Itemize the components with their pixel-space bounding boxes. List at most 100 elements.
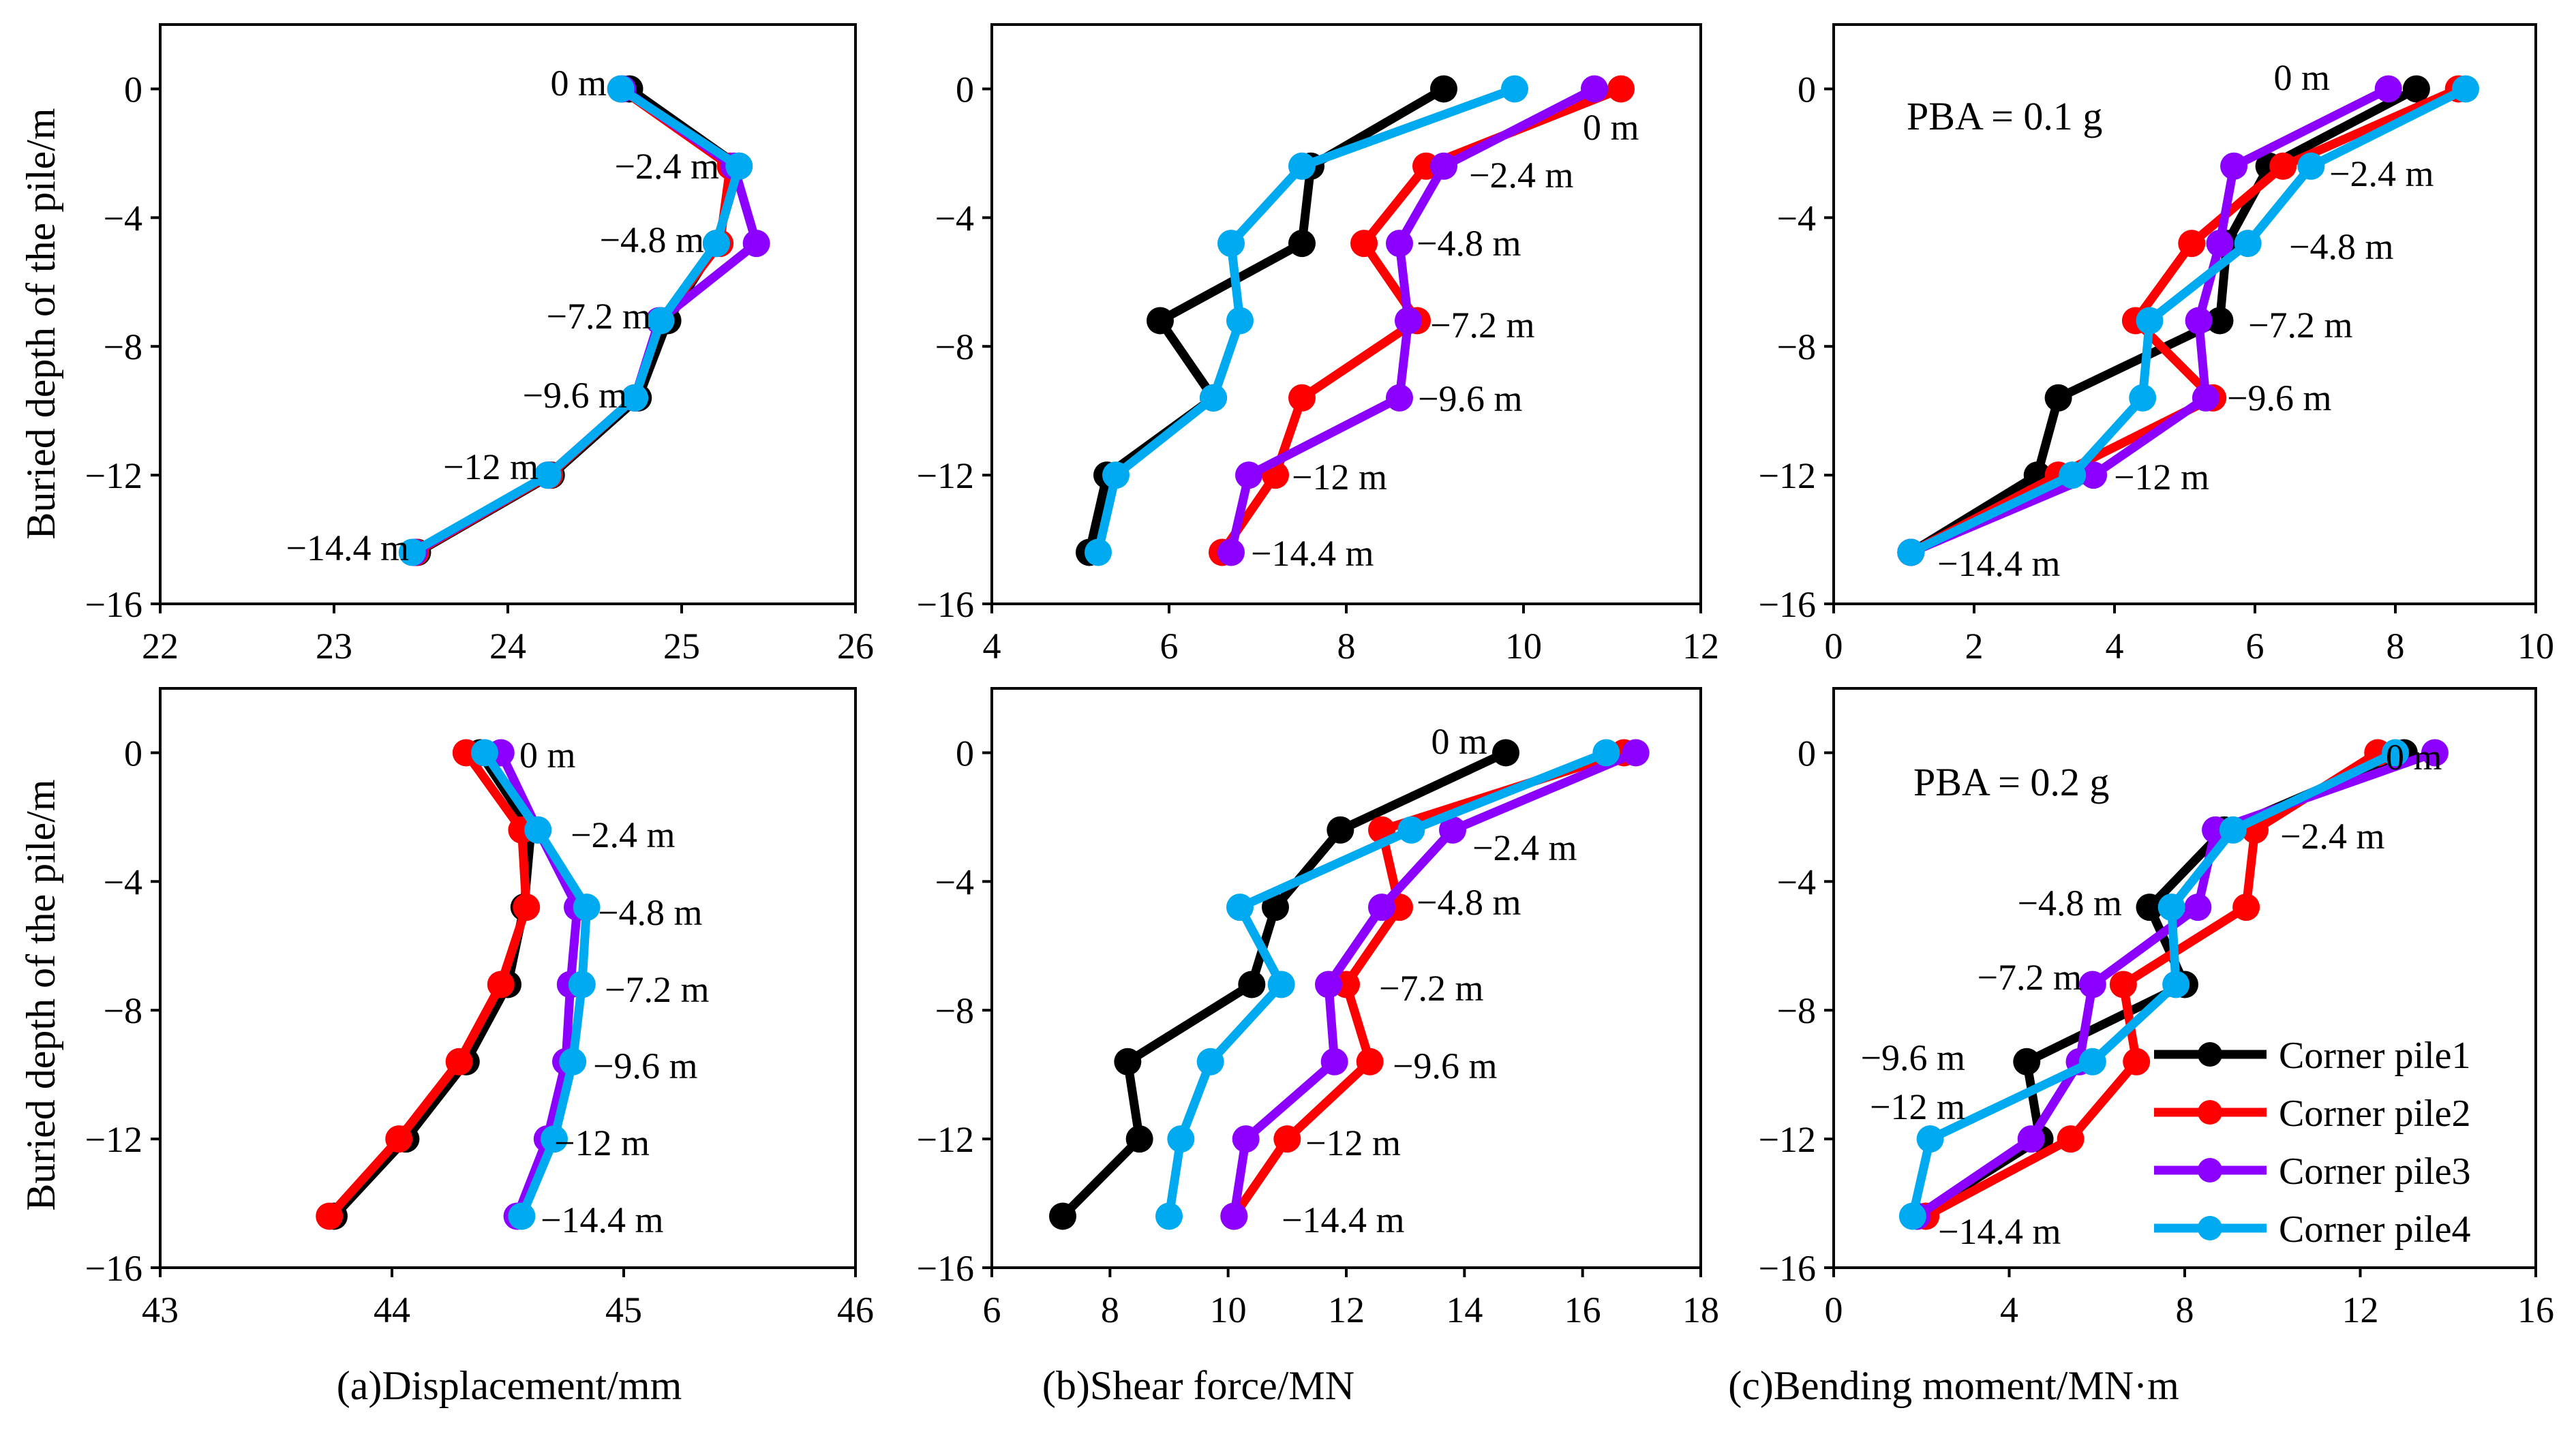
depth-annotation-a2: 0 m — [519, 735, 576, 776]
y-tick-label-b2: −16 — [917, 1248, 974, 1289]
data-point-cornerpile1-b2 — [1262, 894, 1289, 921]
x-tick-label-c2: 8 — [2176, 1290, 2194, 1330]
depth-annotation-a1: −14.4 m — [286, 528, 409, 568]
depth-annotation-b1: −12 m — [1292, 457, 1387, 498]
data-point-cornerpile2-a2 — [513, 894, 541, 921]
x-tick-label-b1: 4 — [983, 626, 1001, 667]
plot-frame-a1 — [159, 23, 857, 605]
data-point-cornerpile1-b1 — [1288, 230, 1316, 258]
legend-label-pile4: Corner pile4 — [2279, 1208, 2470, 1251]
depth-annotation-c2: −4.8 m — [2018, 883, 2122, 924]
data-point-cornerpile1-c1 — [2044, 384, 2072, 412]
x-tick-label-c1: 10 — [2517, 626, 2554, 667]
y-tick-label-c1: −4 — [1777, 198, 1816, 239]
y-tick-label-b2: −8 — [935, 990, 974, 1031]
data-point-cornerpile4-a2 — [508, 1202, 536, 1230]
data-point-cornerpile2-a2 — [385, 1125, 413, 1153]
depth-annotation-b1: −7.2 m — [1430, 305, 1534, 346]
x-tick-label-b1: 8 — [1337, 626, 1356, 667]
data-point-cornerpile1-c2 — [2013, 1048, 2041, 1076]
depth-annotation-a2: −7.2 m — [605, 969, 709, 1010]
depth-annotation-a1: −9.6 m — [523, 375, 627, 416]
panel-c2: 0−4−8−12−160 4 8 12 160 m−2.4 m−4.8 m−7.2 m−… — [1759, 687, 2554, 1330]
x-tick-label-b2: 18 — [1682, 1290, 1719, 1330]
data-point-cornerpile2-a2 — [487, 971, 515, 998]
y-tick-label-a2: −12 — [85, 1119, 142, 1160]
data-point-cornerpile1-b2 — [1238, 971, 1266, 998]
y-tick-label-a2: 0 — [124, 733, 142, 774]
data-point-cornerpile2-c2 — [2232, 894, 2260, 921]
y-tick-label-b2: −12 — [917, 1119, 974, 1160]
depth-annotation-c1: −7.2 m — [2248, 305, 2352, 346]
caption-bending-moment: (c)Bending moment/MN·m — [1728, 1363, 2179, 1408]
pba-label-top: PBA = 0.1 g — [1907, 94, 2102, 138]
x-tick-label-b2: 6 — [983, 1290, 1001, 1330]
x-tick-label-b1: 6 — [1160, 626, 1179, 667]
data-point-cornerpile3-c1 — [2374, 75, 2402, 103]
legend-label-pile1: Corner pile1 — [2279, 1035, 2470, 1077]
data-point-cornerpile4-a1 — [534, 461, 562, 489]
x-tick-label-b2: 12 — [1328, 1290, 1365, 1330]
y-tick-label-a1: −8 — [104, 326, 142, 367]
depth-annotation-a2: −12 m — [554, 1123, 650, 1163]
x-tick-label-b2: 10 — [1210, 1290, 1247, 1330]
data-point-cornerpile4-b2 — [1196, 1048, 1224, 1076]
data-point-cornerpile4-c2 — [2382, 739, 2409, 767]
legend-marker-pile4 — [2198, 1216, 2222, 1240]
depth-annotation-c1: −12 m — [2114, 457, 2209, 498]
data-point-cornerpile3-b1 — [1581, 75, 1608, 103]
data-point-cornerpile1-b2 — [1114, 1048, 1142, 1076]
legend-label-pile3: Corner pile3 — [2279, 1150, 2470, 1193]
data-point-cornerpile4-a1 — [703, 230, 730, 258]
depth-annotation-a1: 0 m — [550, 63, 607, 104]
data-point-cornerpile1-b2 — [1049, 1202, 1076, 1230]
data-point-cornerpile4-a1 — [725, 152, 753, 180]
depth-annotation-c2: 0 m — [2386, 737, 2442, 778]
data-point-cornerpile3-b2 — [1320, 1048, 1348, 1076]
data-point-cornerpile4-c2 — [1916, 1125, 1944, 1153]
depth-annotation-c1: −9.6 m — [2227, 378, 2331, 418]
data-point-cornerpile3-c1 — [2206, 230, 2234, 258]
x-tick-label-c1: 4 — [2106, 626, 2124, 667]
depth-annotation-c1: 0 m — [2273, 57, 2330, 98]
legend-marker-pile1 — [2198, 1042, 2222, 1067]
plot-frame-a2 — [159, 687, 857, 1269]
x-tick-label-a2: 46 — [837, 1290, 874, 1330]
data-point-cornerpile2-c2 — [2109, 971, 2137, 998]
y-tick-label-c1: −16 — [1759, 584, 1816, 625]
data-point-cornerpile3-c1 — [2185, 307, 2213, 335]
x-tick-label-c1: 0 — [1825, 626, 1843, 667]
data-point-cornerpile2-b2 — [1356, 1048, 1384, 1076]
data-point-cornerpile2-a2 — [445, 1048, 473, 1076]
data-point-cornerpile4-b1 — [1501, 75, 1528, 103]
depth-annotation-c1: −4.8 m — [2289, 226, 2393, 267]
depth-annotation-c2: −9.6 m — [1861, 1037, 1965, 1078]
y-axis-label-bottom: Buried depth of the pile/m — [18, 779, 63, 1210]
depth-annotation-a2: −9.6 m — [593, 1046, 697, 1086]
data-point-cornerpile3-b1 — [1386, 230, 1413, 258]
y-tick-label-c2: 0 — [1798, 733, 1816, 774]
data-point-cornerpile4-c1 — [2136, 307, 2164, 335]
depth-annotation-b2: −2.4 m — [1472, 827, 1577, 868]
data-point-cornerpile4-c1 — [2297, 152, 2325, 180]
data-point-cornerpile3-b1 — [1217, 538, 1245, 566]
depth-annotation-c1: −14.4 m — [1937, 543, 2060, 584]
x-tick-label-b1: 10 — [1505, 626, 1542, 667]
y-tick-label-a1: −16 — [85, 584, 142, 625]
x-tick-label-a2: 43 — [142, 1290, 179, 1330]
data-point-cornerpile4-c1 — [2234, 230, 2262, 258]
data-point-cornerpile3-b2 — [1220, 1202, 1248, 1230]
depth-annotation-b2: 0 m — [1431, 721, 1487, 762]
data-point-cornerpile2-c1 — [2178, 230, 2206, 258]
x-tick-label-b2: 16 — [1564, 1290, 1601, 1330]
y-tick-label-c1: −12 — [1759, 455, 1816, 496]
x-tick-label-b1: 12 — [1682, 626, 1719, 667]
data-point-cornerpile2-b1 — [1288, 384, 1316, 412]
data-point-cornerpile4-b1 — [1226, 307, 1254, 335]
data-point-cornerpile1-c1 — [2206, 307, 2234, 335]
data-point-cornerpile3-b1 — [1235, 461, 1262, 489]
depth-annotation-c2: −7.2 m — [1978, 957, 2082, 998]
x-tick-label-b2: 14 — [1446, 1290, 1483, 1330]
data-point-cornerpile3-b2 — [1232, 1125, 1260, 1153]
